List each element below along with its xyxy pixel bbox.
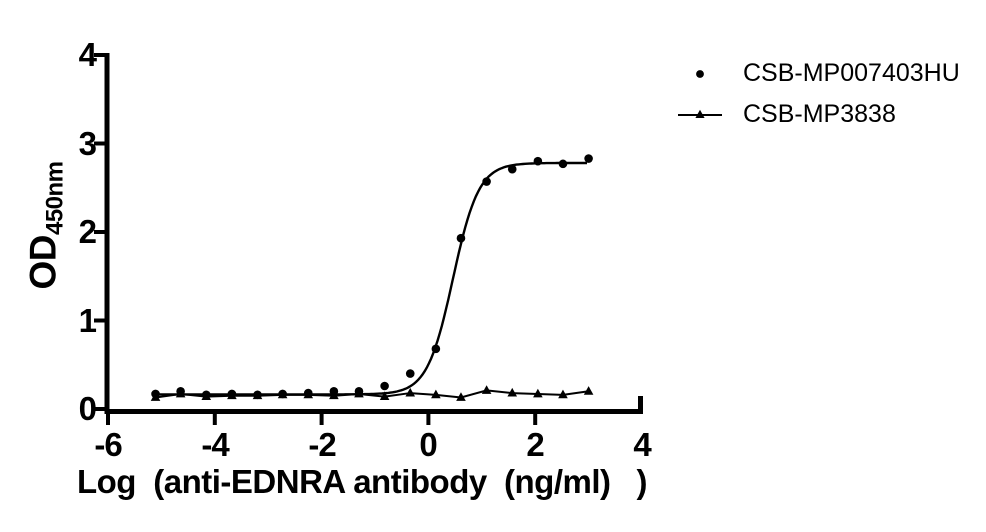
x-tick-label-4: 4 <box>633 426 651 463</box>
y-tick-label-2: 2 <box>78 213 97 250</box>
data-point-triangle <box>329 390 339 400</box>
y-axis-title-box: OD450nm <box>0 105 92 345</box>
data-point-triangle <box>175 388 186 398</box>
data-point-triangle <box>303 389 314 399</box>
data-point-circle <box>558 159 568 169</box>
series-line-1 <box>155 389 589 399</box>
data-point-triangle <box>405 387 416 397</box>
y-tick-label-1: 1 <box>78 302 97 339</box>
x-tick-label-neg4: -4 <box>201 426 229 463</box>
legend-item-csb-mp007403hu: CSB-MP007403HU <box>662 53 960 94</box>
x-tick-label-0: 0 <box>419 426 437 463</box>
y-tick-label-4: 4 <box>78 36 97 73</box>
data-point-triangle <box>481 385 492 394</box>
y-tick-label-3: 3 <box>78 125 97 162</box>
x-tick-label-2: 2 <box>526 426 544 463</box>
data-point-triangle <box>277 389 288 399</box>
data-point-circle <box>533 156 543 166</box>
legend-item-csb-mp3838: CSB-MP3838 <box>662 94 960 135</box>
y-axis-title-base: OD <box>22 234 64 290</box>
x-tick-label-neg6: -6 <box>94 426 122 463</box>
data-point-circle <box>456 233 466 243</box>
data-point-circle <box>431 344 441 354</box>
data-point-circle <box>482 177 491 186</box>
data-point-triangle <box>227 390 237 400</box>
data-point-circle <box>507 164 517 174</box>
y-tick-label-0: 0 <box>78 390 97 427</box>
data-point-circle <box>405 369 415 378</box>
fit-curve-0 <box>155 161 587 396</box>
data-point-circle <box>380 381 389 391</box>
data-point-triangle <box>533 388 543 398</box>
data-point-circle <box>584 154 593 163</box>
data-point-triangle <box>150 392 161 401</box>
data-point-triangle <box>354 388 364 398</box>
y-axis-title-subscript: 450nm <box>41 160 69 235</box>
circle-marker-icon <box>696 69 704 78</box>
data-point-triangle <box>431 389 441 399</box>
y-axis-title: OD450nm <box>23 161 70 289</box>
data-point-triangle <box>558 389 568 399</box>
data-point-triangle <box>201 391 212 401</box>
data-point-triangle <box>456 392 466 401</box>
triangle-line-marker-icon <box>678 109 722 118</box>
data-point-triangle <box>507 387 518 397</box>
legend: CSB-MP007403HU CSB-MP3838 <box>662 53 960 135</box>
x-tick-label-neg2: -2 <box>308 426 336 463</box>
legend-label-csb-mp3838: CSB-MP3838 <box>743 100 896 128</box>
data-point-triangle <box>379 391 390 401</box>
x-axis-title: Log (anti-EDNRA antibody (ng/ml) ) <box>76 463 648 500</box>
data-point-triangle <box>583 386 594 395</box>
legend-label-csb-mp007403hu: CSB-MP007403HU <box>743 59 960 87</box>
data-point-triangle <box>252 390 263 400</box>
